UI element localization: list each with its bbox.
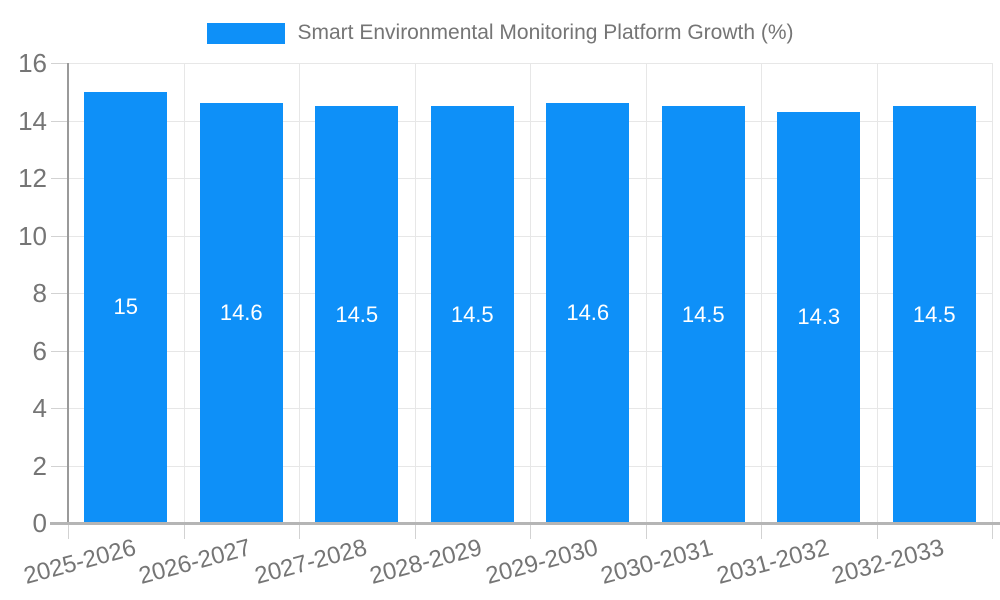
x-axis-tick: [530, 523, 531, 539]
legend-swatch: [206, 22, 285, 44]
bar-value-label: 15: [113, 294, 138, 320]
y-axis-tick: [51, 235, 68, 237]
y-axis-tick-label: 10: [18, 220, 47, 251]
x-axis-tick-label: 2027-2028: [251, 534, 370, 590]
y-axis-tick: [51, 63, 68, 64]
y-axis-tick: [51, 120, 68, 122]
y-axis-tick: [51, 293, 68, 294]
legend-label: Smart Environmental Monitoring Platform …: [297, 21, 794, 44]
x-axis-tick-label: 2028-2029: [367, 534, 486, 590]
y-axis-tick-label: 0: [32, 508, 47, 538]
x-gridline: [645, 63, 647, 523]
bar: [546, 103, 630, 523]
legend-item[interactable]: Smart Environmental Monitoring Platform …: [0, 21, 1000, 45]
x-axis-tick: [183, 523, 185, 539]
x-axis-line: [50, 522, 1000, 525]
x-gridline: [761, 63, 762, 523]
bar: [84, 91, 168, 523]
x-gridline: [183, 63, 185, 523]
x-axis-tick-label: 2030-2031: [598, 534, 717, 590]
y-axis-line: [67, 63, 69, 523]
x-axis-tick-label: 2031-2032: [713, 534, 832, 590]
x-axis-tick: [299, 523, 300, 539]
x-gridline: [876, 63, 878, 523]
bar: [892, 106, 976, 523]
bar: [315, 106, 399, 523]
x-axis-tick-label: 2029-2030: [482, 534, 601, 590]
x-axis-tick: [68, 523, 69, 539]
x-gridline: [414, 63, 416, 523]
y-axis-tick: [51, 408, 68, 409]
x-gridline: [992, 63, 993, 523]
bar-value-label: 14.5: [681, 301, 725, 327]
y-axis-tick-label: 8: [32, 278, 47, 308]
y-axis-tick-label: 2: [32, 450, 47, 481]
y-axis-tick-label: 6: [32, 335, 47, 366]
x-axis-tick: [645, 523, 647, 539]
x-gridline: [299, 63, 300, 523]
bar-value-label: 14.5: [335, 301, 379, 327]
x-axis-tick: [876, 523, 878, 539]
y-axis-tick-label: 12: [18, 163, 47, 193]
y-axis-tick-label: 16: [18, 48, 47, 78]
bar: [199, 103, 283, 523]
x-axis-tick-label: 2032-2033: [829, 534, 948, 590]
bar-value-label: 14.5: [912, 301, 956, 327]
bar-value-label: 14.3: [797, 304, 841, 330]
bar: [430, 106, 514, 523]
y-axis-tick: [51, 350, 68, 352]
x-gridline: [530, 63, 531, 523]
bar-value-label: 14.5: [450, 301, 494, 327]
y-axis-tick: [51, 465, 68, 467]
bar: [777, 111, 861, 523]
y-axis-tick: [51, 178, 68, 179]
x-axis-tick: [414, 523, 416, 539]
x-axis-tick-label: 2026-2027: [136, 534, 255, 590]
bar: [661, 106, 745, 523]
y-axis-tick-label: 14: [18, 105, 47, 136]
bar-value-label: 14.6: [219, 300, 263, 326]
x-axis-tick: [992, 523, 993, 539]
bar-value-label: 14.6: [566, 300, 610, 326]
x-axis-tick: [761, 523, 762, 539]
x-axis-tick-label: 2025-2026: [20, 534, 139, 590]
y-axis-tick-label: 4: [32, 393, 47, 423]
